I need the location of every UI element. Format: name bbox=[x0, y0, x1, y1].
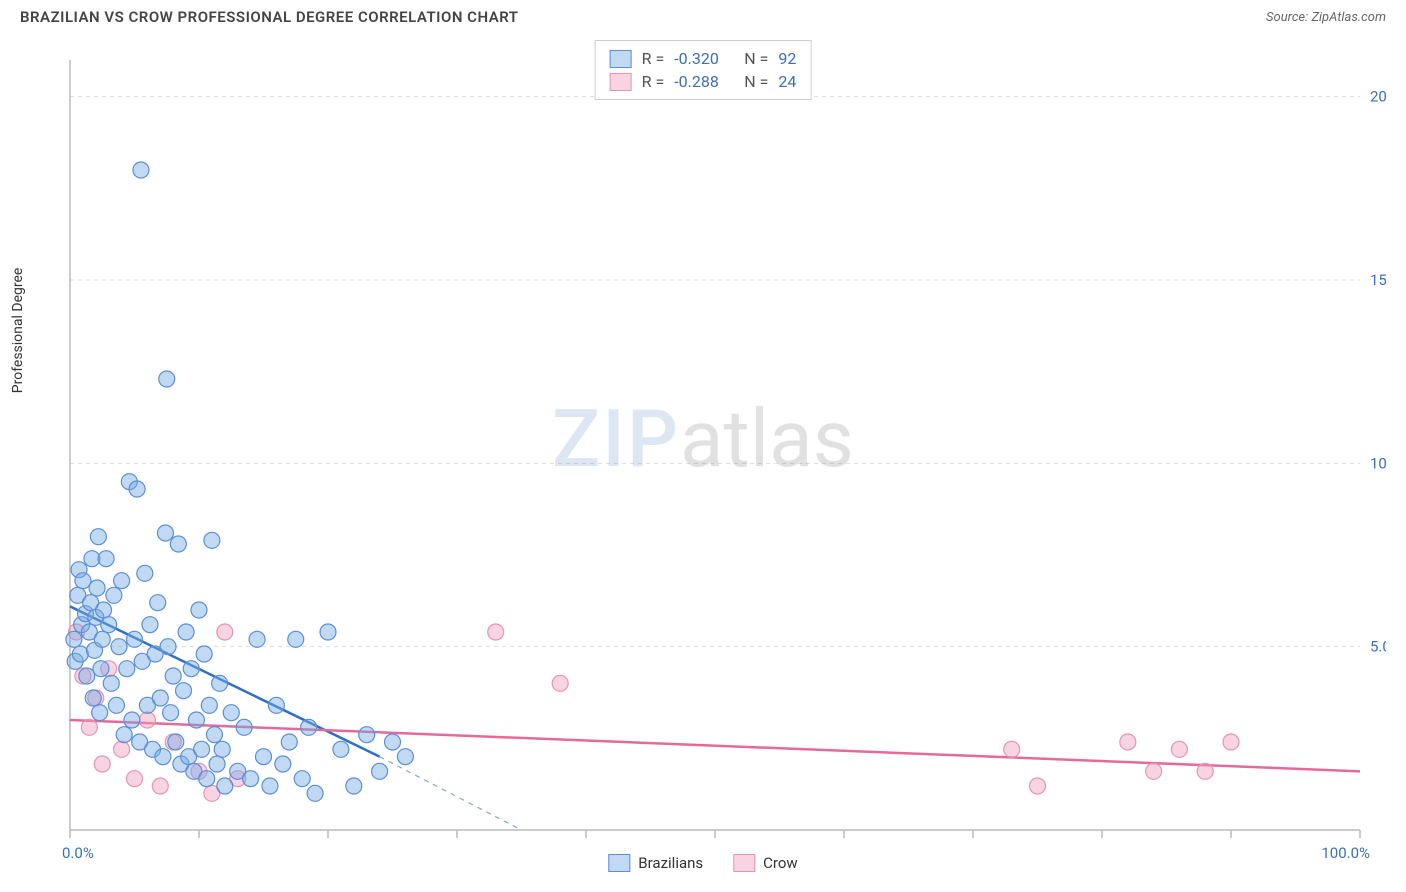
correlation-legend: R = -0.320 N = 92 R = -0.288 N = 24 bbox=[595, 40, 812, 100]
legend-swatch bbox=[608, 854, 630, 872]
source-prefix: Source: bbox=[1266, 10, 1311, 25]
series-legend-label: Brazilians bbox=[638, 854, 703, 872]
legend-swatch bbox=[610, 50, 632, 68]
legend-n-label: N = bbox=[744, 72, 768, 91]
svg-text:5.0%: 5.0% bbox=[1370, 638, 1386, 656]
legend-row: R = -0.288 N = 24 bbox=[610, 70, 797, 93]
legend-row: R = -0.320 N = 92 bbox=[610, 47, 797, 70]
legend-swatch bbox=[733, 854, 755, 872]
source-name: ZipAtlas.com bbox=[1311, 10, 1386, 25]
legend-n-value: 92 bbox=[778, 49, 796, 68]
chart-container: Professional Degree 5.0%10.0%15.0%20.0%0… bbox=[20, 40, 1386, 872]
legend-swatch bbox=[610, 73, 632, 91]
page-title: BRAZILIAN VS CROW PROFESSIONAL DEGREE CO… bbox=[20, 8, 519, 26]
svg-text:0.0%: 0.0% bbox=[62, 844, 94, 862]
legend-n-label: N = bbox=[744, 49, 768, 68]
svg-text:10.0%: 10.0% bbox=[1370, 454, 1386, 472]
series-legend-label: Crow bbox=[763, 854, 798, 872]
svg-text:100.0%: 100.0% bbox=[1321, 844, 1370, 862]
svg-text:15.0%: 15.0% bbox=[1370, 271, 1386, 289]
legend-r-label: R = bbox=[642, 49, 665, 68]
series-legend-item: Brazilians bbox=[608, 854, 703, 872]
legend-r-value: -0.320 bbox=[674, 49, 734, 68]
correlation-scatter-chart: 5.0% 10.0% 15.0% 20.0% 0.0% 100.0% bbox=[20, 40, 1386, 872]
svg-text:20.0%: 20.0% bbox=[1370, 88, 1386, 106]
source-attribution: Source: ZipAtlas.com bbox=[1266, 10, 1386, 25]
legend-r-value: -0.288 bbox=[674, 72, 734, 91]
legend-r-label: R = bbox=[642, 72, 665, 91]
series-legend-item: Crow bbox=[733, 854, 798, 872]
legend-n-value: 24 bbox=[778, 72, 796, 91]
y-axis-label: Professional Degree bbox=[10, 268, 26, 394]
series-legend: Brazilians Crow bbox=[608, 854, 797, 872]
